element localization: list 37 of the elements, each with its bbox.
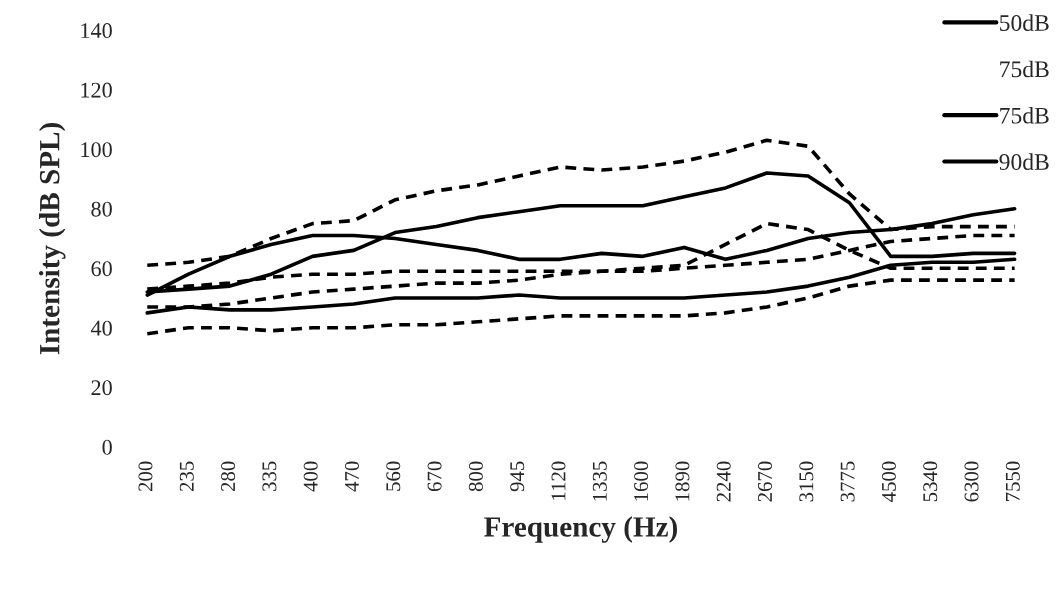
- line-series: [145, 278, 1017, 336]
- x-tick-label: 7550: [1005, 461, 1020, 501]
- legend-label: 50dB: [1000, 14, 1049, 31]
- x-tick-label: 400: [303, 461, 318, 492]
- x-tick-label: 3150: [799, 461, 814, 502]
- x-tick-label: 280: [221, 461, 236, 492]
- text: 75dB: [1000, 60, 1049, 78]
- y-axis-title: Intensity (dB SPL): [38, 123, 66, 355]
- y-tick-label: 0: [102, 439, 112, 455]
- y-tick-label: 60: [91, 261, 112, 277]
- x-tick-label: 4500: [881, 461, 896, 502]
- x-tick-label: 1335: [592, 461, 607, 501]
- x-tick-label: 470: [344, 461, 359, 492]
- x-axis-title: Frequency (Hz): [484, 516, 677, 543]
- x-tick-label: 3775: [840, 461, 855, 502]
- x-tick-label: 945: [510, 461, 525, 492]
- y-tick-label: 40: [90, 320, 112, 336]
- x-tick-label: 670: [427, 461, 442, 492]
- x-tick-label: 235: [179, 461, 194, 492]
- x-tick-label: 800: [468, 461, 483, 492]
- x-tick-label: 335: [262, 461, 277, 491]
- y-tick-label: 80: [91, 201, 112, 217]
- x-tick-label: 5340: [923, 461, 938, 502]
- x-tick-label: 1600: [634, 461, 649, 501]
- x-tick-label: 2670: [757, 461, 773, 502]
- x-tick-label: 2240: [716, 461, 731, 502]
- legend-label: 90dB: [999, 153, 1049, 170]
- x-tick-label: 1890: [675, 461, 690, 501]
- legend-label: 75dB: [1000, 107, 1049, 124]
- y-tick-label: 100: [81, 142, 112, 158]
- x-tick-label: 200: [138, 461, 153, 492]
- x-tick-label: 1120: [551, 461, 566, 500]
- x-tick-label: 6300: [964, 461, 979, 502]
- x-tick-label: 560: [386, 461, 401, 491]
- y-tick-label: 140: [81, 23, 112, 39]
- y-tick-label: 20: [91, 380, 112, 396]
- y-tick-label: 120: [81, 82, 112, 98]
